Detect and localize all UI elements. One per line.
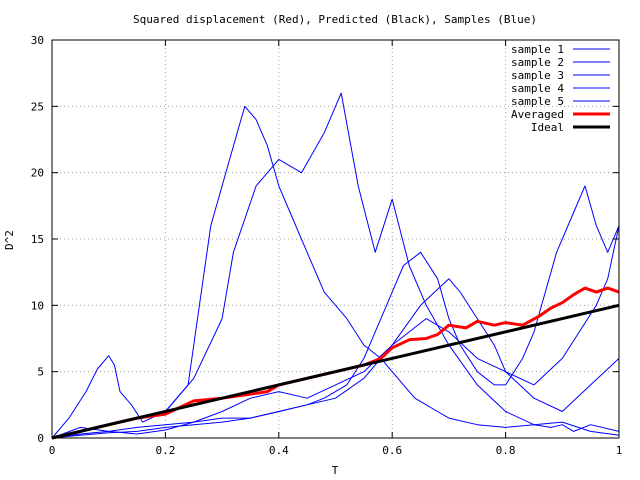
legend-label-sample-5: sample 5 (511, 95, 564, 108)
legend-label-averaged: Averaged (511, 108, 564, 121)
legend-label-sample-2: sample 2 (511, 56, 564, 69)
legend-label-sample-3: sample 3 (511, 69, 564, 82)
y-tick-label: 5 (37, 366, 44, 379)
series-line-sample-1 (51, 105, 620, 439)
y-tick-label: 30 (31, 34, 44, 47)
y-tick-label: 0 (37, 432, 44, 445)
y-tick-label: 10 (31, 299, 44, 312)
legend-label-ideal: Ideal (531, 121, 564, 134)
y-tick-label: 20 (31, 167, 44, 180)
series-line-ideal (51, 303, 620, 440)
series-line-sample-2 (51, 92, 620, 439)
y-axis-label: D^2 (3, 230, 16, 250)
grid (52, 40, 619, 438)
x-tick-label: 0.8 (496, 444, 516, 457)
y-tick-label: 25 (31, 100, 44, 113)
series-line-sample-4 (51, 278, 620, 439)
chart-title: Squared displacement (Red), Predicted (B… (133, 13, 537, 26)
x-tick-label: 0 (49, 444, 56, 457)
legend-label-sample-1: sample 1 (511, 43, 564, 56)
x-axis-label: T (332, 464, 339, 477)
x-tick-label: 1 (616, 444, 623, 457)
x-tick-label: 0.2 (155, 444, 175, 457)
series-layer (51, 92, 620, 440)
series-line-sample-3 (51, 185, 620, 439)
legend-label-sample-4: sample 4 (511, 82, 564, 95)
x-tick-label: 0.6 (382, 444, 402, 457)
x-tick-label: 0.4 (269, 444, 289, 457)
series-line-averaged (51, 286, 620, 440)
y-tick-label: 15 (31, 233, 44, 246)
